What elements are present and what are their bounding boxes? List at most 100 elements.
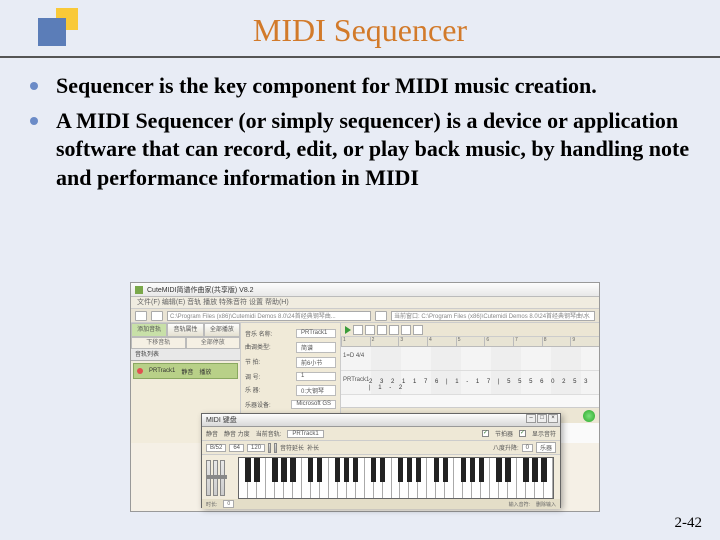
slider[interactable] [220, 460, 225, 496]
track-row[interactable]: PRTrack1 静音 播放 [133, 363, 238, 379]
timeline-button[interactable] [377, 325, 387, 335]
bullet-item: Sequencer is the key component for MIDI … [30, 72, 690, 101]
val-box[interactable]: 64 [229, 444, 244, 452]
slider[interactable] [206, 460, 211, 496]
close-button[interactable]: × [548, 414, 558, 423]
black-key[interactable] [541, 458, 546, 482]
black-key[interactable] [461, 458, 466, 482]
app-icon [135, 286, 143, 294]
prop-key: 曲调类型: [245, 342, 271, 353]
tab-track-props[interactable]: 音轨属性 [167, 323, 203, 337]
footer-label[interactable]: 删除输入 [536, 501, 556, 508]
chk-label: 节拍器 [495, 429, 513, 438]
prop-val[interactable]: 0:大钢琴 [296, 385, 336, 396]
val-box[interactable]: B/52 [206, 444, 226, 452]
timeline-button[interactable] [389, 325, 399, 335]
timeline-button[interactable] [353, 325, 363, 335]
piano-sliders [206, 456, 236, 496]
black-key[interactable] [416, 458, 421, 482]
piano-controls: 静音 静音 力度 当前音轨: PRTrack1 节拍器 显示音符 [202, 427, 560, 441]
track-area: 1=D 4/4 PRTrack1 2 3 2 1 1 7 6 | 1 - 1 7… [341, 347, 599, 407]
timeline-button[interactable] [413, 325, 423, 335]
tab-stop-all[interactable]: 全部停放 [186, 337, 241, 349]
toolbar-button[interactable] [151, 311, 163, 321]
prop-key: 调 号: [245, 372, 260, 381]
tab-move-down[interactable]: 下移音轨 [131, 337, 186, 349]
prop-row: 音乐 名称: PRTrack1 [245, 329, 336, 338]
toolbar-button[interactable] [375, 311, 387, 321]
piano-row2: B/52 64 120 音符延长 补长 八度升降: 0 乐器 [202, 441, 560, 455]
black-key[interactable] [398, 458, 403, 482]
prop-val[interactable]: Microsoft GS [291, 400, 336, 409]
play-icon[interactable] [345, 326, 351, 334]
black-key[interactable] [443, 458, 448, 482]
checkbox-show-notes[interactable] [519, 430, 526, 437]
val-box[interactable]: 0 [522, 444, 533, 452]
tab-add-track[interactable]: 添加音轨 [131, 323, 167, 337]
track-lane[interactable]: PRTrack1 2 3 2 1 1 7 6 | 1 - 1 7 | 5 5 5… [341, 371, 599, 395]
piano-label: 当前音轨: [256, 429, 282, 438]
black-key[interactable] [254, 458, 259, 482]
black-key[interactable] [344, 458, 349, 482]
toolbar-button[interactable] [135, 311, 147, 321]
checkbox-metronome[interactable] [482, 430, 489, 437]
prop-key: 音乐 名称: [245, 329, 272, 338]
prop-val[interactable]: PRTrack1 [296, 329, 336, 338]
path-field-2[interactable]: 当前窗口: C:\Program Files (x86)\Cutemidi De… [391, 311, 595, 321]
timeline-button[interactable] [365, 325, 375, 335]
page-number: 2-42 [675, 515, 703, 532]
ruler-tick: 4 [427, 337, 456, 346]
path-field[interactable]: C:\Program Files (x86)\Cutemidi Demos 8.… [167, 311, 371, 321]
maximize-button[interactable]: □ [537, 414, 547, 423]
black-key[interactable] [371, 458, 376, 482]
val-box[interactable]: 120 [247, 444, 265, 452]
black-key[interactable] [272, 458, 277, 482]
black-key[interactable] [532, 458, 537, 482]
black-key[interactable] [281, 458, 286, 482]
bullet-text: Sequencer is the key component for MIDI … [56, 72, 597, 101]
black-key[interactable] [290, 458, 295, 482]
minimize-button[interactable]: – [526, 414, 536, 423]
app-menubar[interactable]: 文件(F) 编辑(E) 音轨 播放 特殊音符 设置 帮助(H) [131, 297, 599, 309]
piano-label: 静音 力度 [224, 429, 250, 438]
app-toolbar: C:\Program Files (x86)\Cutemidi Demos 8.… [131, 309, 599, 323]
knob-icon[interactable] [274, 443, 277, 453]
black-key[interactable] [434, 458, 439, 482]
prop-val[interactable]: 1 [296, 372, 336, 381]
track-sig: 1=D 4/4 [343, 353, 364, 359]
prop-val[interactable]: 前6小节 [296, 357, 336, 368]
black-key[interactable] [380, 458, 385, 482]
footer-val[interactable]: 0 [223, 500, 234, 508]
piano-window: MIDI 键盘 – □ × 静音 静音 力度 当前音轨: PRTrack1 节拍… [201, 413, 561, 508]
black-key[interactable] [523, 458, 528, 482]
timeline-toolbar [341, 323, 599, 337]
instrument-button[interactable]: 乐器 [536, 442, 556, 453]
tab-play-all[interactable]: 全部播放 [204, 323, 240, 337]
black-key[interactable] [479, 458, 484, 482]
black-key[interactable] [308, 458, 313, 482]
timeline-button[interactable] [401, 325, 411, 335]
timeline-ruler: 123456789 [341, 337, 599, 347]
black-key[interactable] [245, 458, 250, 482]
black-key[interactable] [407, 458, 412, 482]
slider[interactable] [213, 460, 218, 496]
black-key[interactable] [505, 458, 510, 482]
ruler-tick: 1 [341, 337, 370, 346]
black-key[interactable] [470, 458, 475, 482]
prop-val[interactable]: 简谱 [296, 342, 336, 353]
slide-title: MIDI Sequencer [0, 12, 720, 49]
footer-label: 时长: [206, 501, 217, 508]
app-title: CuteMIDI简谱作曲家(共享版) V8.2 [147, 285, 254, 295]
black-key[interactable] [335, 458, 340, 482]
knob-icon[interactable] [268, 443, 271, 453]
track-col-play: 播放 [199, 367, 211, 376]
ruler-tick: 6 [484, 337, 513, 346]
prop-row: 节 拍:前6小节 [245, 357, 336, 368]
left-tabs-2: 下移音轨 全部停放 [131, 337, 240, 349]
piano-keyboard[interactable] [238, 457, 554, 499]
black-key[interactable] [496, 458, 501, 482]
track-lane[interactable]: 1=D 4/4 [341, 347, 599, 371]
black-key[interactable] [353, 458, 358, 482]
black-key[interactable] [317, 458, 322, 482]
piano-track-select[interactable]: PRTrack1 [287, 430, 323, 438]
